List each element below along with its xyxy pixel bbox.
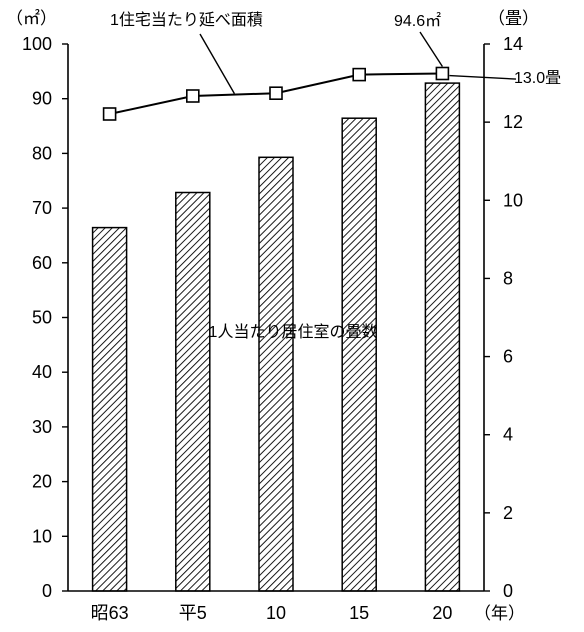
bar [259, 157, 293, 591]
right-tick-label: 14 [503, 34, 523, 54]
right-tick-label: 10 [503, 190, 523, 210]
right-tick-label: 4 [503, 425, 513, 445]
left-tick-label: 20 [32, 472, 52, 492]
line-series-leader [200, 34, 234, 94]
left-tick-label: 0 [42, 581, 52, 601]
line-point-marker [270, 87, 282, 99]
left-tick-label: 70 [32, 198, 52, 218]
line-point-marker [187, 90, 199, 102]
line-end-value-label: 94.6㎡ [394, 12, 441, 30]
left-tick-label: 100 [22, 34, 52, 54]
left-tick-label: 40 [32, 362, 52, 382]
x-tick-label: 昭63 [91, 603, 129, 623]
left-tick-label: 50 [32, 308, 52, 328]
x-tick-label: 10 [266, 603, 286, 623]
bar [425, 83, 459, 591]
line-series-label: 1住宅当たり延べ面積 [110, 11, 263, 29]
x-tick-label: 平5 [179, 603, 207, 623]
line-point-marker [436, 68, 448, 80]
annotation-leaders [200, 32, 516, 94]
right-tick-label: 12 [503, 112, 523, 132]
right-tick-label: 0 [503, 581, 513, 601]
x-tick-label: 15 [349, 603, 369, 623]
right-tick-label: 2 [503, 503, 513, 523]
line-end-leader [420, 32, 442, 67]
left-tick-label: 30 [32, 417, 52, 437]
left-tick-label: 10 [32, 526, 52, 546]
left-tick-label: 60 [32, 253, 52, 273]
bar-end-leader [449, 76, 516, 80]
line-series [104, 68, 449, 121]
line-point-marker [104, 108, 116, 120]
bar [93, 228, 127, 591]
line-point-marker [353, 69, 365, 81]
right-tick-label: 8 [503, 268, 513, 288]
left-tick-label: 90 [32, 89, 52, 109]
bar-series-label: 1人当たり居住室の畳数 [209, 323, 378, 341]
bar-end-value-label: 13.0畳 [514, 70, 561, 87]
bar [342, 118, 376, 591]
bar [176, 193, 210, 592]
right-axis-unit: （畳） [488, 9, 539, 28]
left-tick-label: 80 [32, 143, 52, 163]
left-axis-unit: （㎡） [6, 9, 57, 28]
right-tick-label: 6 [503, 347, 513, 367]
x-tick-label: 20 [432, 603, 452, 623]
x-axis-unit: （年） [474, 604, 525, 623]
